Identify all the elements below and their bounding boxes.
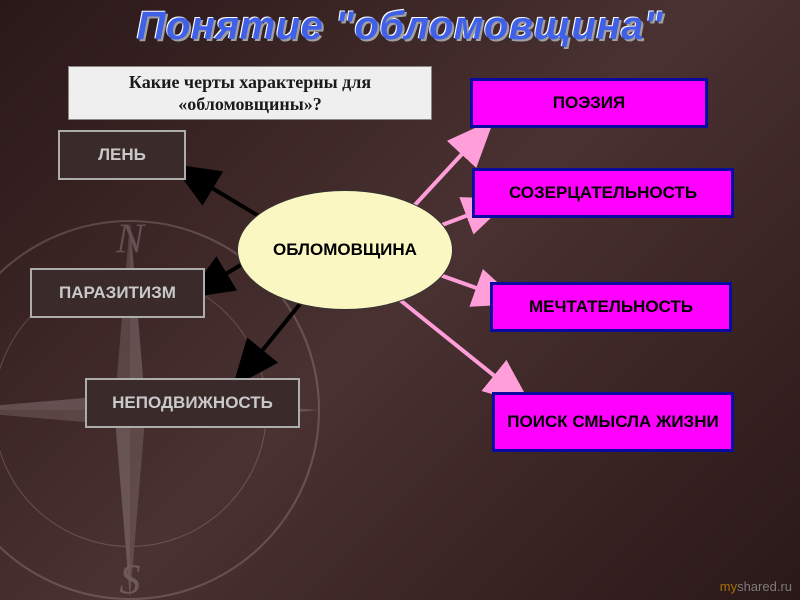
dark-node-nepod: НЕПОДВИЖНОСТЬ — [85, 378, 300, 428]
dark-node-paraz: ПАРАЗИТИЗМ — [30, 268, 205, 318]
subtitle-text: Какие черты характерны для «обломовщины»… — [75, 71, 425, 116]
watermark-suffix: shared.ru — [737, 579, 792, 594]
pink-node-poez: ПОЭЗИЯ — [470, 78, 708, 128]
watermark-prefix: my — [720, 579, 737, 594]
svg-text:N: N — [115, 217, 146, 263]
center-label: ОБЛОМОВЩИНА — [273, 240, 417, 260]
watermark: myshared.ru — [720, 579, 792, 594]
pink-node-mecht: МЕЧТАТЕЛЬНОСТЬ — [490, 282, 732, 332]
pink-node-sozer: СОЗЕРЦАТЕЛЬНОСТЬ — [472, 168, 734, 218]
pink-node-poisk: ПОИСК СМЫСЛА ЖИЗНИ — [492, 392, 734, 452]
subtitle-box: Какие черты характерны для «обломовщины»… — [68, 66, 432, 120]
center-node: ОБЛОМОВЩИНА — [237, 190, 453, 310]
svg-text:S: S — [120, 558, 141, 600]
dark-node-len: ЛЕНЬ — [58, 130, 186, 180]
page-title: Понятие "обломовщина" — [0, 4, 800, 49]
